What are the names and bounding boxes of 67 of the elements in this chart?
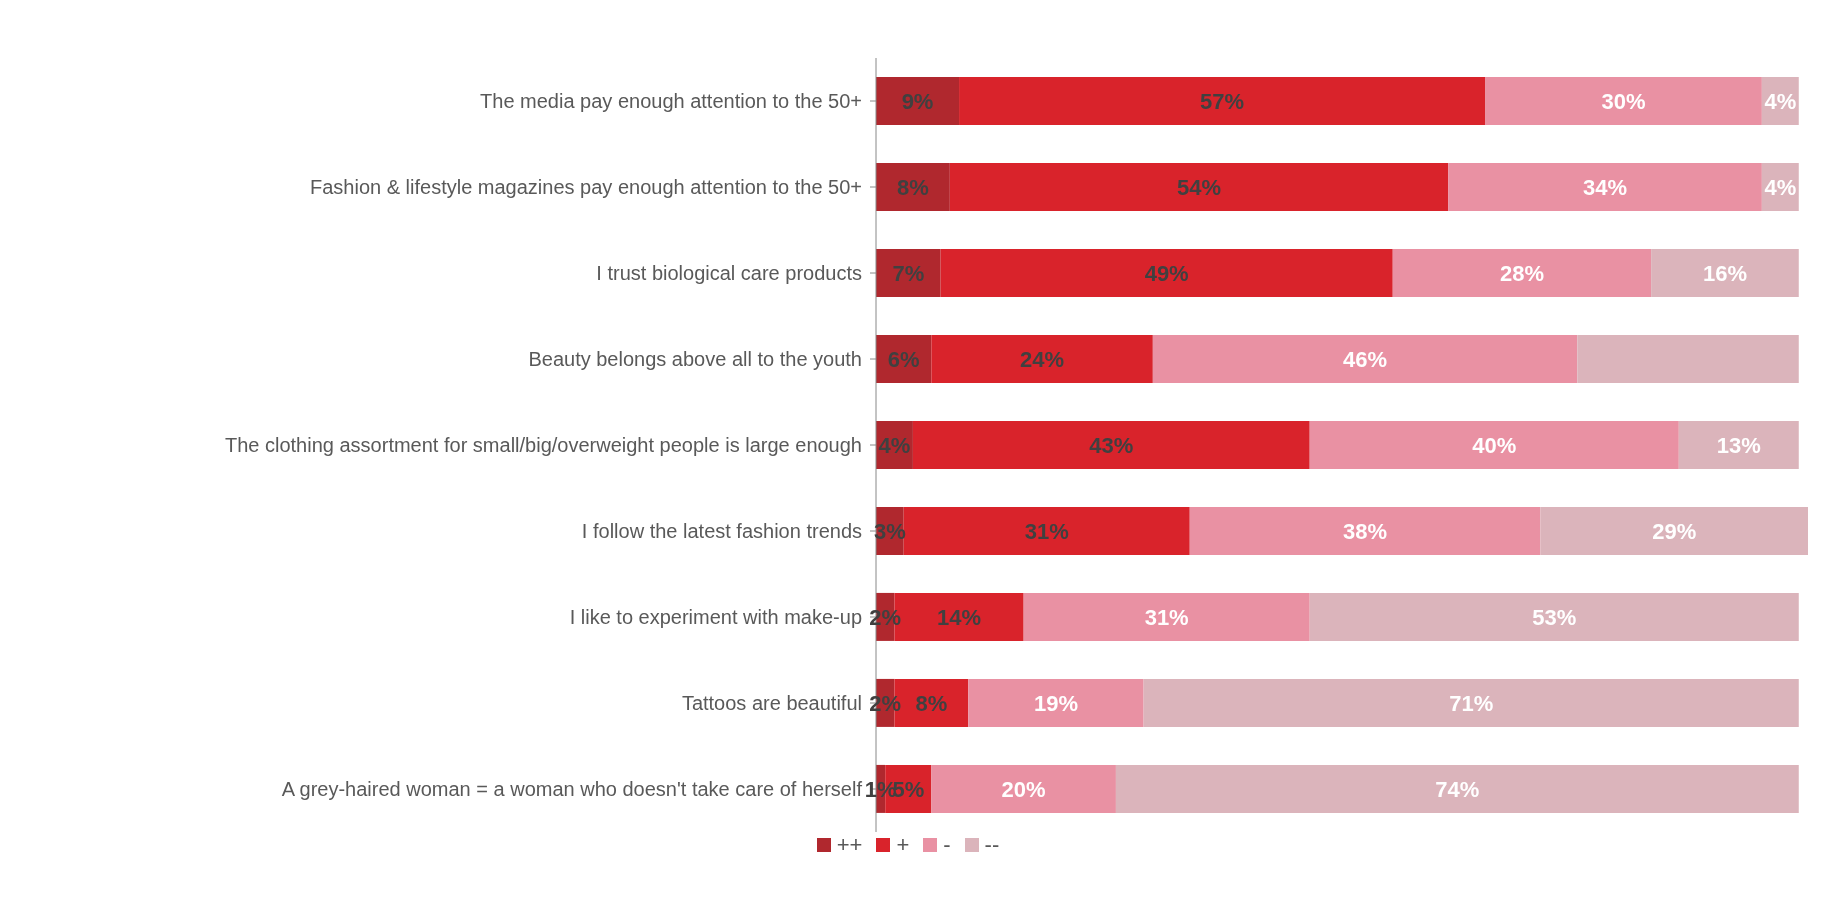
data-label: 8% xyxy=(915,690,948,716)
bar xyxy=(949,162,1449,211)
data-label: 16% xyxy=(1702,260,1747,286)
data-label: 38% xyxy=(1343,518,1388,544)
data-label: 20% xyxy=(1001,776,1046,802)
y-tick-label: Fashion & lifestyle magazines pay enough attention to the 50+ xyxy=(309,176,862,199)
data-label: 9% xyxy=(901,88,934,114)
data-label: 54% xyxy=(1176,174,1221,200)
bar xyxy=(959,76,1486,125)
data-label: 74% xyxy=(1435,776,1480,802)
data-label: 71% xyxy=(1449,690,1494,716)
data-label: 19% xyxy=(1033,690,1078,716)
y-tick-label: I trust biological care products xyxy=(596,262,862,285)
bar xyxy=(1577,334,1799,383)
bar xyxy=(940,248,1393,297)
data-label: 14% xyxy=(937,604,982,630)
data-label: 4% xyxy=(1764,88,1797,114)
data-label: 13% xyxy=(1716,432,1761,458)
bar xyxy=(912,420,1310,469)
bar xyxy=(876,248,941,297)
y-tick-label: The clothing assortment for small/big/overweight people is large enough xyxy=(224,434,862,457)
y-tick-label: Beauty belongs above all to the youth xyxy=(528,348,862,371)
data-label: 40% xyxy=(1472,432,1517,458)
data-label: 30% xyxy=(1601,88,1646,114)
data-label: 49% xyxy=(1144,260,1189,286)
data-label: 57% xyxy=(1200,88,1245,114)
bar xyxy=(1309,420,1679,469)
data-label: 34% xyxy=(1582,174,1628,200)
data-label: 46% xyxy=(1343,346,1388,372)
y-tick-label: I follow the latest fashion trends xyxy=(581,520,862,543)
data-label: 31% xyxy=(1144,604,1189,630)
bar xyxy=(1309,592,1799,641)
bar xyxy=(876,162,950,211)
legend-label: + xyxy=(896,832,910,858)
bar xyxy=(931,764,1116,813)
y-tick-label: I like to experiment with make-up xyxy=(569,606,862,629)
data-label: 7% xyxy=(892,260,925,286)
bar xyxy=(1115,764,1799,813)
bar xyxy=(876,76,960,125)
bar xyxy=(1678,420,1799,469)
bar xyxy=(1152,334,1578,383)
data-label: 31% xyxy=(1024,518,1069,544)
bar xyxy=(1448,162,1762,211)
bar xyxy=(1485,76,1762,125)
bar xyxy=(1392,248,1652,297)
data-label: 24% xyxy=(1020,346,1065,372)
data-label: 4% xyxy=(1764,174,1797,200)
bar xyxy=(1540,506,1808,555)
bar xyxy=(1023,592,1310,641)
data-label: 8% xyxy=(897,174,929,200)
data-label: 4% xyxy=(878,432,911,458)
data-label: 28% xyxy=(1499,260,1544,286)
y-tick-label: The media pay enough attention to the 50+ xyxy=(480,90,862,113)
bar xyxy=(1143,678,1799,727)
y-tick-label: A grey-haired woman = a woman who doesn't take care of herself xyxy=(281,778,863,801)
data-label: 43% xyxy=(1089,432,1134,458)
legend-label: ++ xyxy=(836,832,863,858)
data-label: 29% xyxy=(1652,518,1697,544)
legend-label: -- xyxy=(984,832,1000,858)
legend-label: - xyxy=(943,832,951,858)
bar xyxy=(931,334,1153,383)
bar xyxy=(1189,506,1541,555)
y-tick-label: Tattoos are beautiful xyxy=(681,692,862,715)
bar xyxy=(968,678,1144,727)
data-label: 6% xyxy=(887,346,920,372)
data-label: 53% xyxy=(1532,604,1577,630)
bar xyxy=(1651,248,1799,297)
